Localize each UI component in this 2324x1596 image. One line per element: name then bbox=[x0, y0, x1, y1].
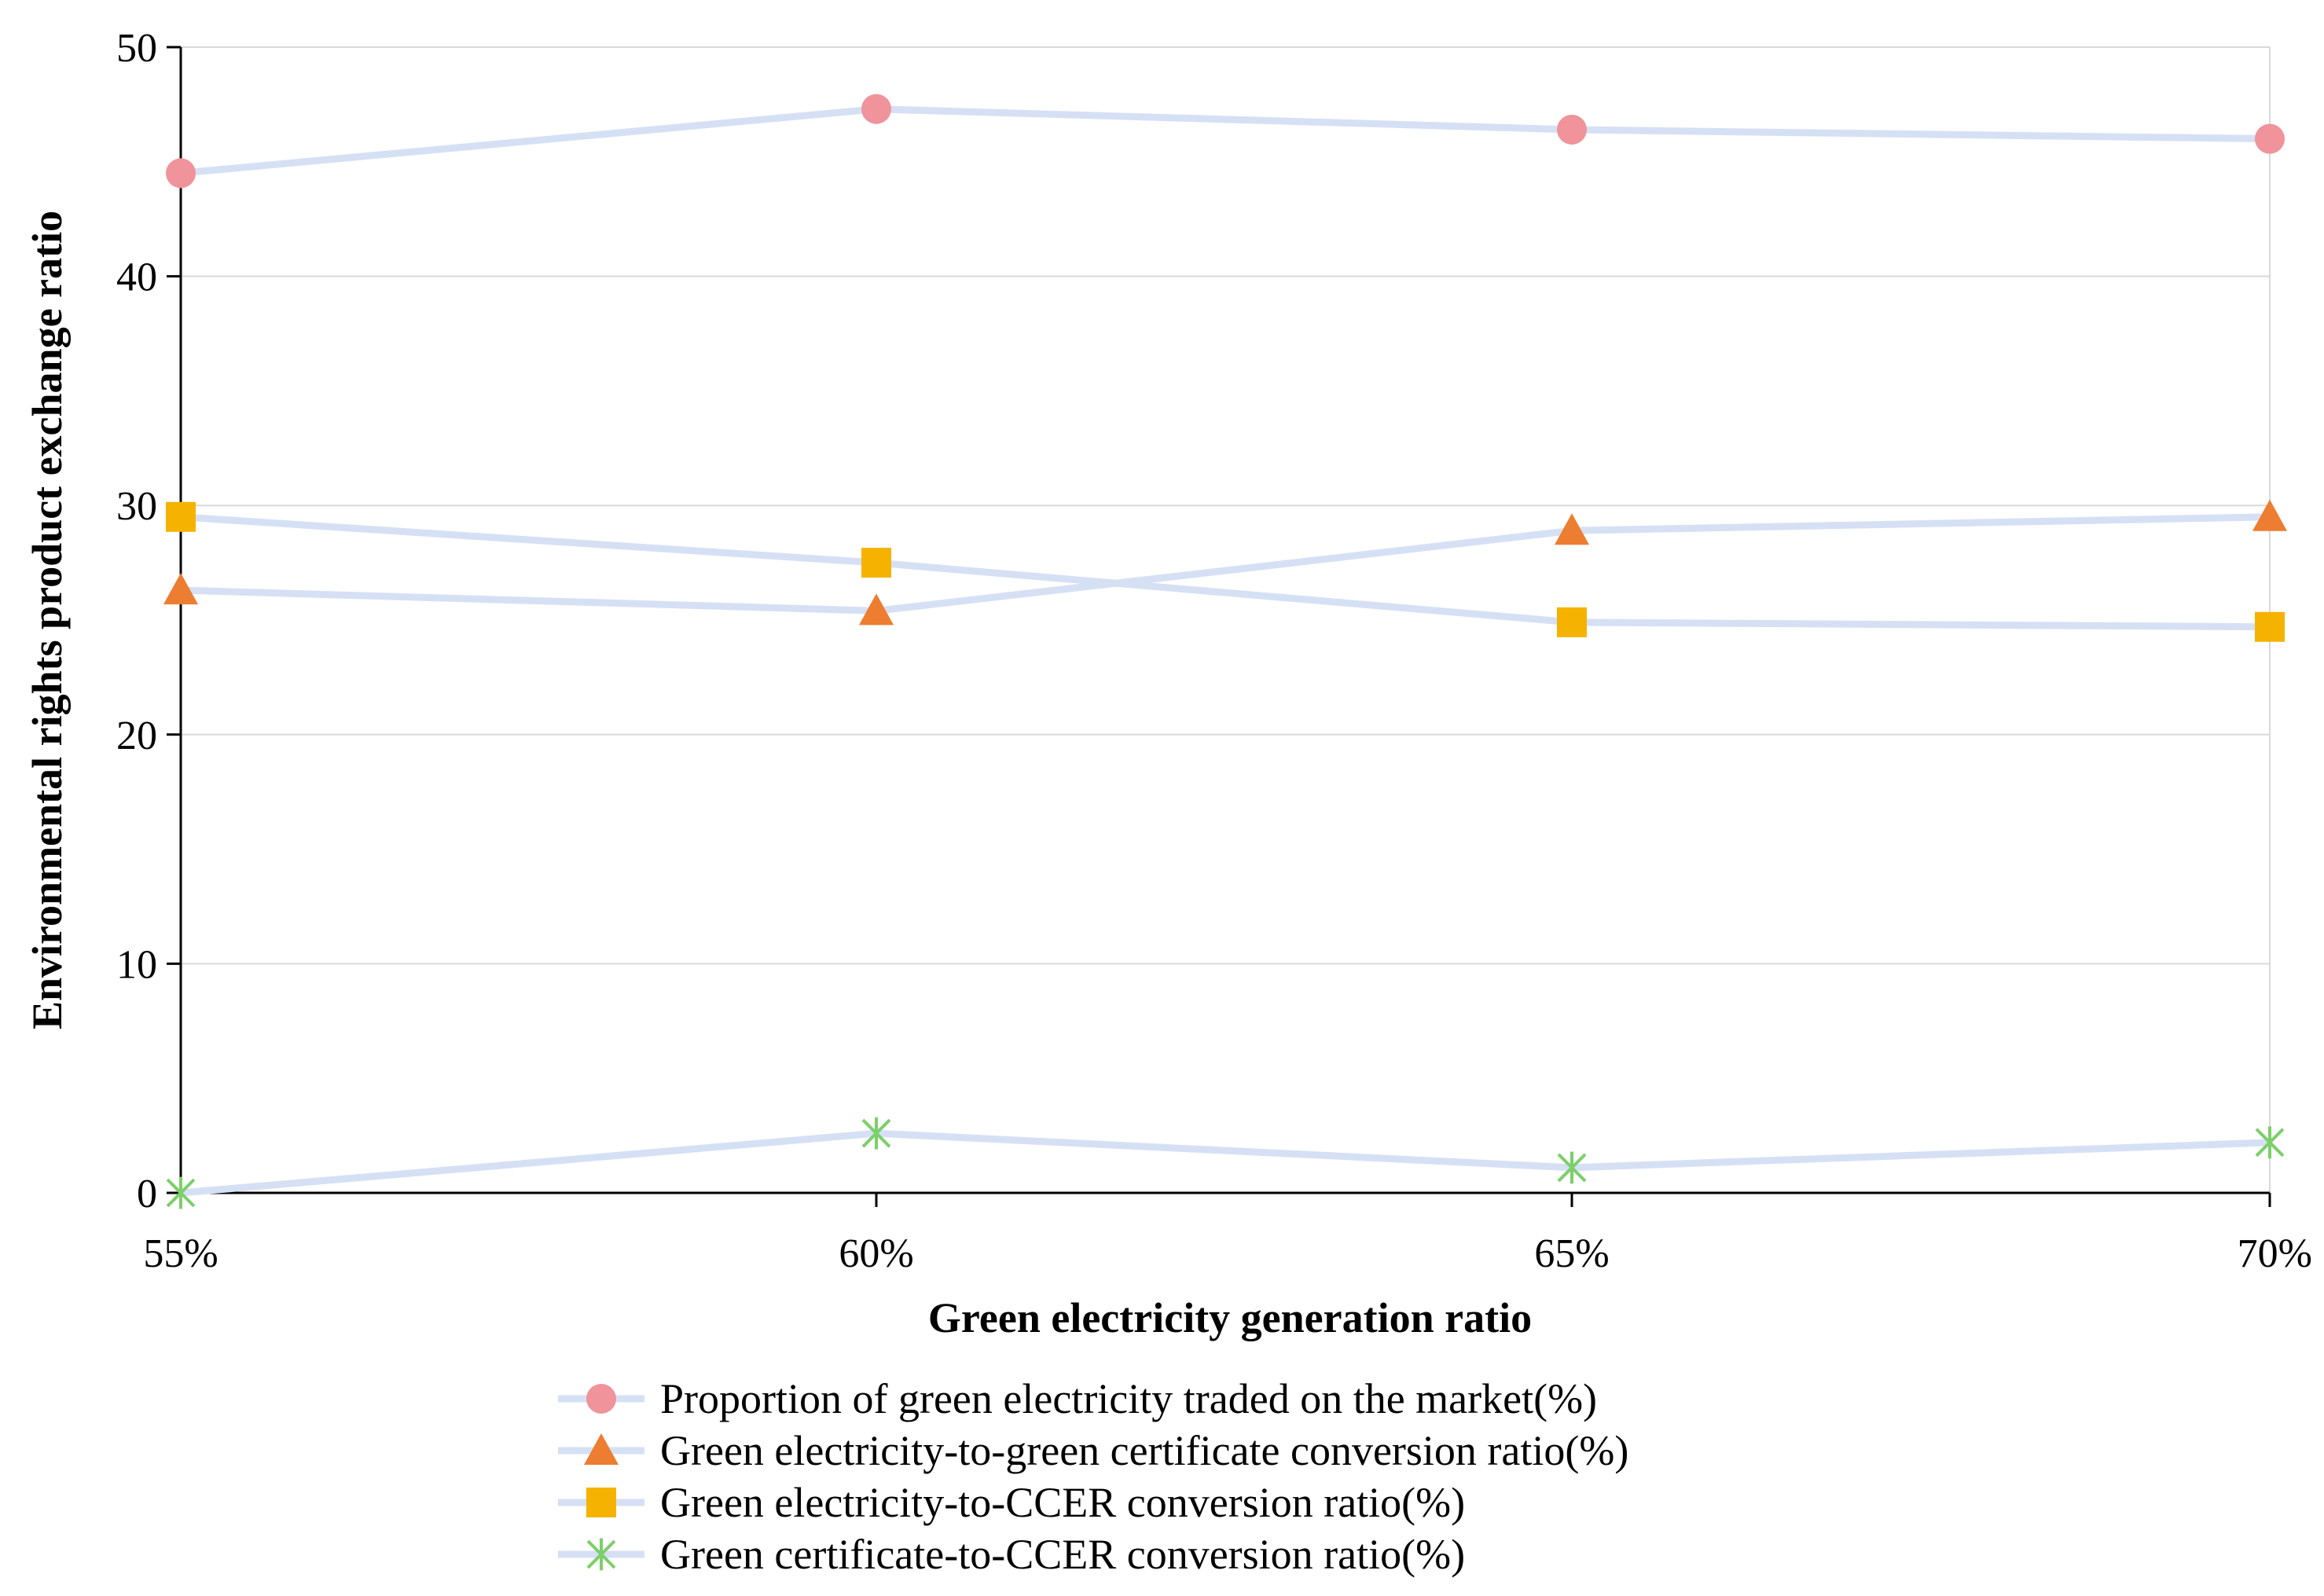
series-3-line bbox=[180, 1129, 2271, 1197]
legend-marker-2 bbox=[586, 1488, 616, 1517]
series-2 bbox=[166, 501, 2285, 642]
series-1-point-1 bbox=[859, 593, 894, 626]
series-3-point-3 bbox=[2255, 1126, 2285, 1159]
legend: Proportion of green electricity traded o… bbox=[558, 1375, 1628, 1578]
legend-label-3: Green certificate-to-CCER conversion rat… bbox=[660, 1531, 1465, 1578]
series-0 bbox=[166, 94, 2285, 189]
x-tick-label-0: 55% bbox=[143, 1231, 218, 1276]
legend-label-0: Proportion of green electricity traded o… bbox=[660, 1375, 1597, 1422]
y-tick-label-4: 40 bbox=[116, 255, 157, 300]
series-3-point-0 bbox=[166, 1176, 196, 1209]
x-ticks: 55% 60% 65% 70% bbox=[143, 1193, 2312, 1276]
x-tick-label-3: 70% bbox=[2238, 1231, 2312, 1276]
legend-item-3: Green certificate-to-CCER conversion rat… bbox=[558, 1531, 1465, 1578]
series-0-point-1 bbox=[861, 94, 891, 124]
series-0-point-3 bbox=[2255, 123, 2285, 154]
y-tick-label-5: 50 bbox=[116, 26, 157, 71]
series-1-point-3 bbox=[2252, 499, 2287, 531]
y-tick-label-1: 10 bbox=[116, 942, 157, 987]
series-3-point-1 bbox=[861, 1117, 891, 1150]
legend-marker-3 bbox=[586, 1538, 616, 1571]
legend-label-2: Green electricity-to-CCER conversion rat… bbox=[660, 1479, 1465, 1526]
grid-lines bbox=[181, 46, 2271, 1193]
y-ticks: 0 10 20 30 40 50 bbox=[116, 26, 181, 1216]
x-tick-label-1: 60% bbox=[839, 1231, 913, 1276]
series-0-line bbox=[180, 105, 2271, 177]
series-2-point-3 bbox=[2255, 611, 2285, 642]
series-group bbox=[163, 94, 2287, 1209]
y-axis-title: Environmental rights product exchange ra… bbox=[24, 211, 71, 1029]
series-3 bbox=[166, 1117, 2285, 1209]
legend-label-1: Green electricity-to-green certificate c… bbox=[660, 1427, 1628, 1474]
series-1 bbox=[163, 499, 2287, 626]
legend-item-0: Proportion of green electricity traded o… bbox=[558, 1375, 1597, 1422]
legend-item-1: Green electricity-to-green certificate c… bbox=[558, 1427, 1628, 1474]
axes bbox=[179, 47, 2270, 1194]
legend-marker-0 bbox=[586, 1384, 616, 1414]
series-0-point-2 bbox=[1557, 114, 1587, 145]
x-tick-label-2: 65% bbox=[1534, 1231, 1609, 1276]
series-2-point-0 bbox=[166, 501, 196, 532]
legend-item-2: Green electricity-to-CCER conversion rat… bbox=[558, 1479, 1465, 1526]
series-2-point-1 bbox=[861, 548, 891, 578]
series-1-point-2 bbox=[1555, 513, 1589, 545]
legend-marker-1 bbox=[584, 1433, 619, 1465]
series-1-line bbox=[180, 513, 2271, 615]
series-2-point-2 bbox=[1557, 607, 1587, 637]
series-0-point-0 bbox=[166, 158, 196, 189]
y-tick-label-3: 30 bbox=[116, 484, 157, 529]
x-axis-title: Green electricity generation ratio bbox=[928, 1294, 1532, 1341]
series-3-point-2 bbox=[1557, 1151, 1587, 1184]
series-2-line bbox=[180, 513, 2271, 631]
series-1-point-0 bbox=[163, 573, 198, 605]
y-tick-label-2: 20 bbox=[116, 714, 157, 758]
y-tick-label-0: 0 bbox=[137, 1172, 157, 1216]
